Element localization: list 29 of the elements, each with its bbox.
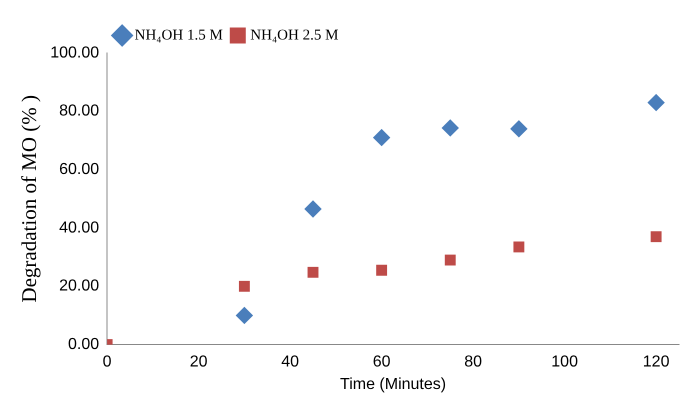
x-tick-label: 0 bbox=[102, 354, 112, 371]
point bbox=[648, 94, 665, 112]
y-tick-label: 60.00 bbox=[59, 161, 100, 178]
y-tick-label: 0.00 bbox=[68, 336, 100, 354]
point bbox=[510, 120, 528, 138]
x-tick-label: 20 bbox=[190, 354, 208, 371]
x-axis-title: Time (Minutes) bbox=[340, 376, 446, 393]
point bbox=[308, 266, 318, 278]
point bbox=[650, 231, 662, 242]
legend-label: NH₄OH 1.5 M bbox=[134, 27, 223, 44]
x-tick-label: 100 bbox=[551, 354, 578, 371]
y-tick-label: 20.00 bbox=[59, 278, 100, 295]
point bbox=[513, 241, 524, 252]
legend-label: NH₄OH 2.5 M bbox=[250, 27, 338, 44]
x-tick-label: 60 bbox=[372, 354, 391, 371]
point bbox=[442, 119, 459, 136]
x-tick-label: 120 bbox=[642, 354, 670, 371]
point bbox=[238, 280, 250, 292]
x-tick-label: 80 bbox=[464, 354, 482, 371]
point bbox=[444, 254, 456, 266]
y-axis-title: Degradation of MO (% ) bbox=[17, 94, 42, 303]
x-tick-label: 40 bbox=[281, 354, 300, 371]
y-tick-label: 100.00 bbox=[50, 44, 100, 62]
point bbox=[376, 264, 388, 276]
point bbox=[236, 306, 253, 324]
y-tick-label: 80.00 bbox=[59, 102, 100, 120]
y-tick-label: 40.00 bbox=[59, 219, 100, 236]
point bbox=[373, 129, 390, 146]
point bbox=[304, 200, 322, 218]
